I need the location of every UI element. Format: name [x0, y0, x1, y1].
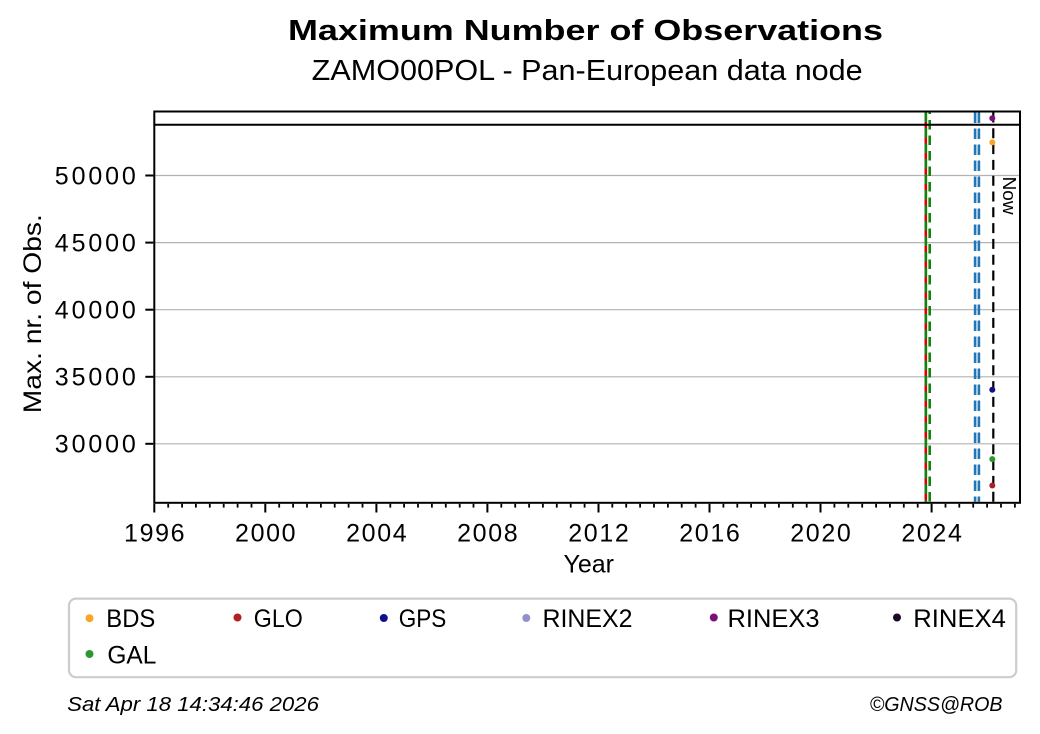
svg-text:2004: 2004 — [346, 519, 407, 547]
svg-text:2000: 2000 — [235, 519, 296, 547]
svg-text:2008: 2008 — [457, 519, 518, 547]
svg-text:2016: 2016 — [679, 519, 740, 547]
svg-text:2020: 2020 — [790, 519, 851, 547]
svg-text:©GNSS@ROB: ©GNSS@ROB — [870, 694, 1003, 716]
svg-text:40000: 40000 — [55, 297, 136, 325]
svg-text:1996: 1996 — [124, 519, 185, 547]
svg-text:50000: 50000 — [55, 162, 136, 190]
svg-text:Year: Year — [563, 551, 614, 579]
svg-text:RINEX3: RINEX3 — [728, 605, 820, 633]
svg-text:GPS: GPS — [399, 605, 447, 633]
svg-text:GAL: GAL — [107, 641, 156, 669]
svg-text:GLO: GLO — [254, 605, 303, 633]
svg-text:2012: 2012 — [568, 519, 629, 547]
svg-text:ZAMO00POL - Pan-European data: ZAMO00POL - Pan-European data node — [312, 55, 863, 87]
svg-text:35000: 35000 — [55, 364, 136, 392]
svg-text:Max. nr. of Obs.: Max. nr. of Obs. — [19, 214, 47, 413]
svg-text:RINEX4: RINEX4 — [913, 605, 1006, 633]
svg-text:30000: 30000 — [55, 431, 136, 459]
svg-text:45000: 45000 — [55, 230, 136, 258]
svg-text:RINEX2: RINEX2 — [543, 605, 633, 633]
svg-text:BDS: BDS — [106, 605, 155, 633]
svg-text:Sat Apr 18 14:34:46 2026: Sat Apr 18 14:34:46 2026 — [67, 694, 320, 716]
svg-text:2024: 2024 — [901, 519, 962, 547]
svg-text:Now: Now — [999, 177, 1019, 216]
svg-text:Maximum Number of Observations: Maximum Number of Observations — [288, 15, 883, 47]
